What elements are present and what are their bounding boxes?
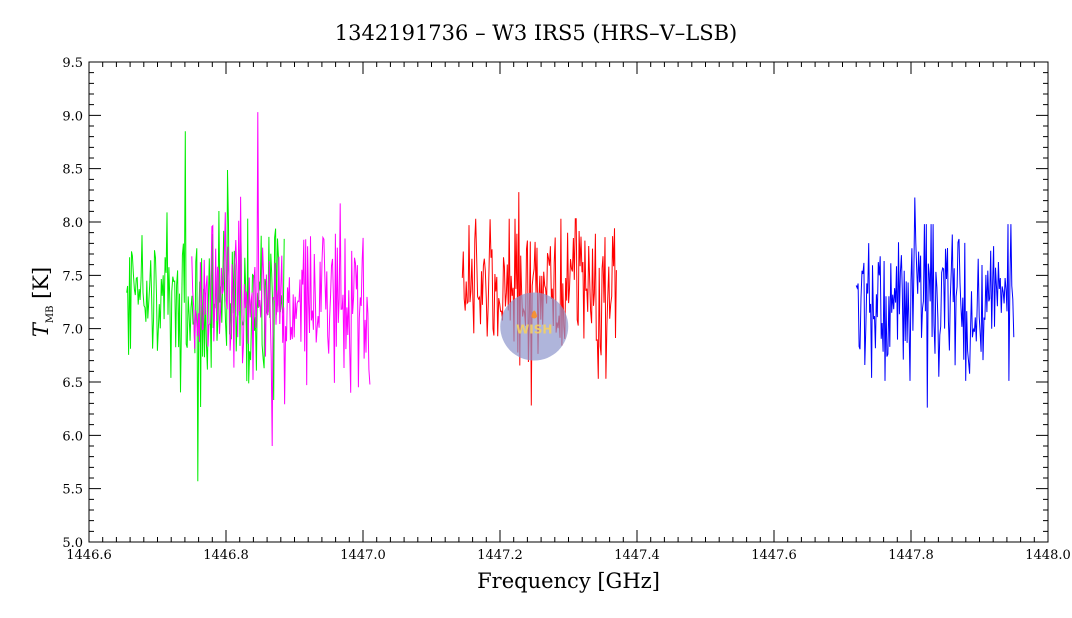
y-tick-label: 8.5 [62,163,83,178]
y-tick-label: 6.5 [62,376,83,391]
x-tick-label: 1446.8 [203,548,249,563]
x-tick-label: 1447.8 [888,548,934,563]
wish-logo: WISH [500,292,569,361]
series-line-2 [191,112,371,447]
chart-title: 1342191736 – W3 IRS5 (HRS–V–LSB) [335,21,737,45]
series-line-4 [855,197,1015,408]
x-tick-label: 1447.0 [340,548,386,563]
series-line-3 [461,192,617,406]
x-tick-label: 1446.6 [66,548,112,563]
x-tick-label: 1447.4 [614,548,660,563]
svg-text:WISH: WISH [516,323,552,337]
axis-ticks [88,61,1049,543]
y-tick-label: 5.0 [62,536,83,551]
y-axis-label: TMB [K] [29,267,56,337]
x-tick-label: 1448.0 [1025,548,1071,563]
y-tick-label: 5.5 [62,483,83,498]
x-tick-label: 1447.6 [751,548,797,563]
x-axis-label: Frequency [GHz] [477,569,660,593]
y-tick-label: 8.0 [62,216,83,231]
x-tick-label: 1447.2 [477,548,523,563]
y-tick-label: 7.5 [62,269,83,284]
y-tick-label: 9.0 [62,109,83,124]
y-tick-label: 7.0 [62,323,83,338]
y-tick-label: 9.5 [62,56,83,71]
y-tick-label: 6.0 [62,429,83,444]
